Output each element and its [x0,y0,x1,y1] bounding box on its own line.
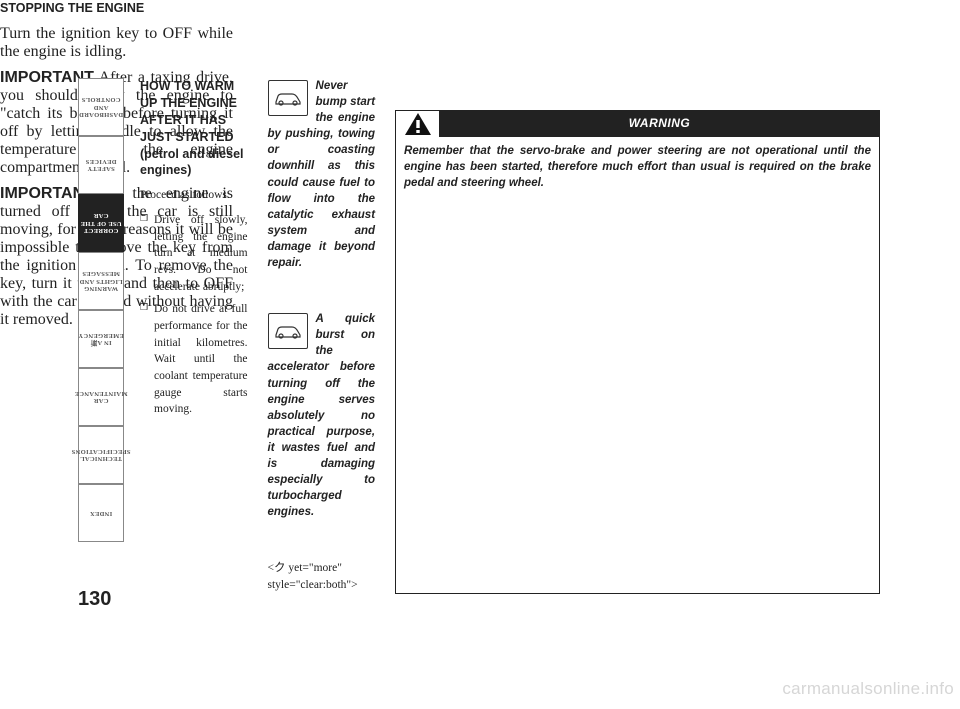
warning-label: WARNING [440,111,879,137]
tab-warning-lights[interactable]: WARNING LIGHTS AND MESSAGES [78,252,124,310]
callout-catalytic: Never bump start the engine by pushing, … [268,78,376,271]
callout-body: Never bump start the engine by pushing, … [268,78,376,271]
warning-box: WARNING Remember that the servo-brake an… [395,110,880,594]
list-item: Do not drive at full performance for the… [140,301,248,418]
section-tabs: DASHBOARD AND CONTROLS SAFETY DEVICES CO… [78,78,124,542]
tab-safety[interactable]: SAFETY DEVICES [78,136,124,194]
col1-list: Drive off slowly, letting the engine tur… [140,212,248,418]
callout-body: A quick burst on the accelerator before … [268,311,376,520]
tab-dashboard[interactable]: DASHBOARD AND CONTROLS [78,78,124,136]
warning-header: WARNING [396,111,879,137]
page-content: HOW TO WARM UP THE ENGINE AFTER IT HAS J… [140,78,880,594]
page-number: 130 [78,588,111,611]
column-2: Never bump start the engine by pushing, … [268,78,376,594]
tab-maintenance[interactable]: CAR MAINTENANCE [78,368,124,426]
tab-technical[interactable]: TECHNICAL SPECIFICATIONS [78,426,124,484]
col3-p1: Turn the ignition key to OFF while the e… [0,25,233,61]
list-item: Drive off slowly, letting the engine tur… [140,212,248,295]
watermark: carmanualsonline.info [782,679,954,699]
column-1: HOW TO WARM UP THE ENGINE AFTER IT HAS J… [140,78,248,594]
tab-index[interactable]: INDEX [78,484,124,542]
warning-text: Remember that the servo-brake and power … [396,137,879,201]
tab-emergency[interactable]: IN A斯 EMERGENCY [78,310,124,368]
tab-correct-use[interactable]: CORRECT USE OF THE CAR [78,194,124,252]
callout-accelerator: A quick burst on the accelerator before … [268,311,376,520]
car-icon [268,80,308,116]
col3-heading: STOPPING THE ENGINE [0,0,233,17]
warning-triangle-icon [396,111,440,137]
col1-heading: HOW TO WARM UP THE ENGINE AFTER IT HAS J… [140,78,248,179]
col1-intro: Proceed as follows: [140,187,248,204]
manual-page: DASHBOARD AND CONTROLS SAFETY DEVICES CO… [0,0,960,709]
car-icon [268,313,308,349]
